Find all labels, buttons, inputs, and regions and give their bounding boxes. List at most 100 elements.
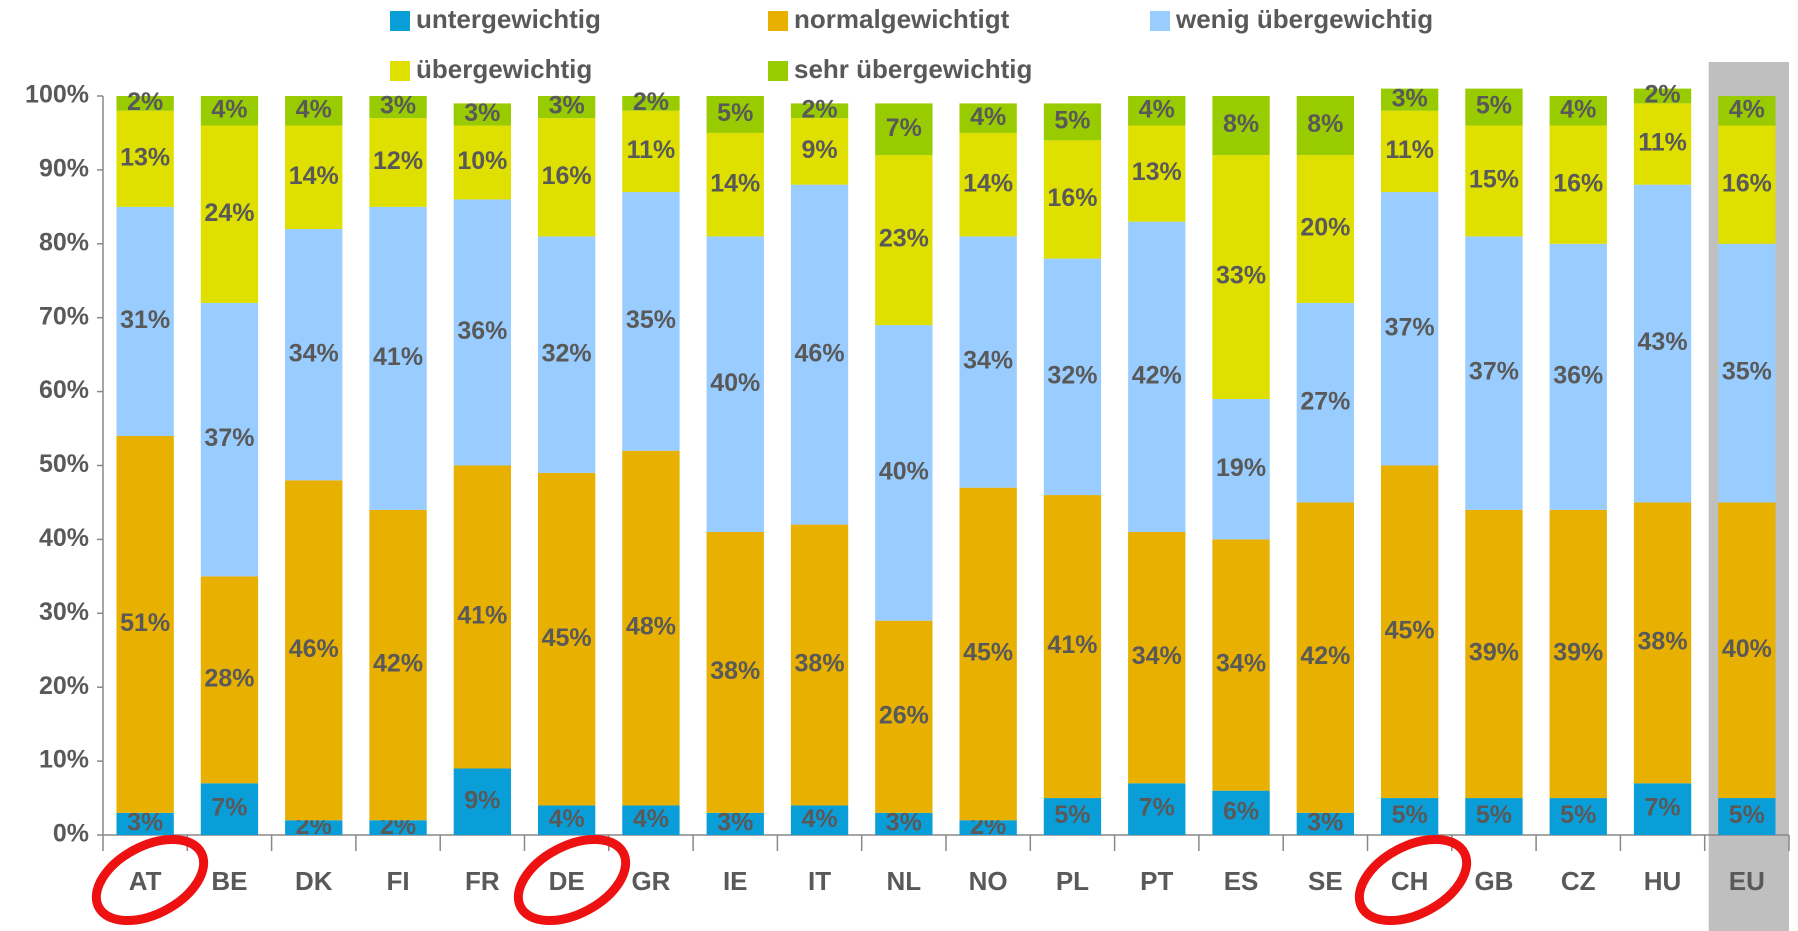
bar-segment bbox=[1380, 192, 1439, 466]
bar-segment bbox=[453, 125, 512, 200]
bar-segment bbox=[1128, 96, 1186, 126]
highlight-circle bbox=[513, 834, 631, 926]
bar-segment bbox=[875, 155, 933, 326]
data-label: 11% bbox=[1638, 129, 1687, 157]
data-label: 39% bbox=[1469, 639, 1519, 667]
data-label: 38% bbox=[1638, 627, 1688, 655]
data-label: 16% bbox=[1553, 169, 1603, 197]
bar-segment bbox=[1549, 125, 1607, 244]
y-tick-label: 50% bbox=[39, 450, 89, 478]
x-tick-label: PL bbox=[1056, 866, 1089, 896]
data-label: 14% bbox=[289, 162, 339, 190]
data-label: 9% bbox=[464, 786, 500, 814]
bar-segment bbox=[1128, 532, 1186, 784]
data-label: 7% bbox=[211, 794, 247, 822]
bar-segment bbox=[285, 229, 343, 481]
bar-segment bbox=[285, 480, 343, 821]
y-tick-label: 0% bbox=[53, 820, 89, 848]
data-label: 34% bbox=[1216, 650, 1266, 678]
bar-segment bbox=[453, 768, 512, 835]
data-label: 5% bbox=[1729, 801, 1765, 829]
bar-segment bbox=[1549, 798, 1607, 835]
legend-swatch bbox=[768, 61, 788, 81]
y-tick-label: 20% bbox=[39, 672, 89, 700]
data-label: 41% bbox=[457, 602, 507, 630]
y-tick-label: 30% bbox=[39, 598, 89, 626]
bar-segment bbox=[1296, 302, 1355, 503]
bar-segment bbox=[369, 118, 427, 207]
data-label: 39% bbox=[1553, 639, 1603, 667]
bar-segment bbox=[116, 206, 174, 436]
bar-segment bbox=[1465, 509, 1523, 799]
data-label: 4% bbox=[801, 805, 837, 833]
legend-swatch bbox=[390, 61, 410, 81]
data-label: 35% bbox=[1722, 358, 1772, 386]
bar-segment bbox=[1633, 103, 1692, 185]
bar-segment bbox=[537, 236, 596, 473]
bar-segment bbox=[1380, 110, 1439, 193]
legend-label: wenig übergewichtig bbox=[1175, 4, 1433, 34]
bar-segment bbox=[1043, 140, 1102, 259]
data-label: 48% bbox=[626, 613, 676, 641]
bar-segment bbox=[369, 820, 427, 835]
bar-segment bbox=[1128, 783, 1186, 835]
data-label: 7% bbox=[1139, 794, 1175, 822]
bar-segment bbox=[116, 96, 174, 111]
data-label: 34% bbox=[963, 347, 1013, 375]
data-label: 37% bbox=[204, 424, 254, 452]
data-label: 2% bbox=[1644, 81, 1680, 109]
bar-segment bbox=[622, 450, 680, 806]
data-label: 6% bbox=[1223, 797, 1259, 825]
x-tick-label: BE bbox=[211, 866, 247, 896]
bar-segment bbox=[622, 192, 680, 451]
x-tick-label: PT bbox=[1140, 866, 1173, 896]
bar-segment bbox=[1212, 155, 1270, 399]
data-label: 3% bbox=[886, 809, 922, 837]
data-label: 15% bbox=[1469, 166, 1519, 194]
bar-segment bbox=[1718, 798, 1776, 835]
bar-segment bbox=[959, 132, 1017, 237]
data-label: 33% bbox=[1216, 262, 1266, 290]
bar-segment bbox=[1128, 125, 1186, 222]
bar-segment bbox=[1128, 221, 1186, 533]
data-label: 4% bbox=[1560, 95, 1596, 123]
bar-segment bbox=[453, 199, 512, 466]
bar-segment bbox=[537, 96, 596, 119]
y-tick-label: 40% bbox=[39, 524, 89, 552]
bar-segment bbox=[1633, 184, 1692, 503]
data-label: 42% bbox=[1132, 361, 1182, 389]
x-tick-label: DE bbox=[549, 866, 585, 896]
data-label: 20% bbox=[1300, 214, 1350, 242]
data-label: 4% bbox=[970, 103, 1006, 131]
data-label: 37% bbox=[1385, 313, 1435, 341]
legend-swatch bbox=[768, 11, 788, 31]
bar-segment bbox=[790, 524, 849, 806]
data-label: 14% bbox=[710, 169, 760, 197]
bar-segment bbox=[1212, 790, 1270, 835]
data-label: 45% bbox=[963, 639, 1013, 667]
bar-segment bbox=[622, 805, 680, 835]
data-label: 3% bbox=[717, 809, 753, 837]
bar-segment bbox=[1633, 783, 1692, 835]
data-label: 35% bbox=[626, 306, 676, 334]
data-label: 46% bbox=[795, 339, 845, 367]
bar-segment bbox=[1465, 125, 1523, 237]
bar-segment bbox=[706, 812, 764, 835]
data-label: 9% bbox=[801, 136, 837, 164]
data-label: 46% bbox=[289, 635, 339, 663]
highlight-circle bbox=[1354, 834, 1472, 926]
x-tick-label: AT bbox=[129, 866, 162, 896]
bar-segment bbox=[1296, 812, 1355, 835]
bar-segment bbox=[200, 783, 259, 835]
bar-segment bbox=[706, 132, 764, 237]
data-label: 32% bbox=[542, 339, 592, 367]
bar-segment bbox=[1212, 96, 1270, 156]
data-label: 16% bbox=[542, 162, 592, 190]
bar-segment bbox=[1296, 96, 1355, 156]
data-label: 45% bbox=[1385, 616, 1435, 644]
bar-segment bbox=[200, 576, 259, 784]
bar-segment bbox=[1633, 502, 1692, 784]
bar-segment bbox=[116, 110, 174, 207]
plot: 0% 10% 20% 30% 40% 50% 60% 70% 80% 90% 100% AT 3% 51%… bbox=[25, 4, 1790, 896]
x-tick-label: GR bbox=[631, 866, 670, 896]
